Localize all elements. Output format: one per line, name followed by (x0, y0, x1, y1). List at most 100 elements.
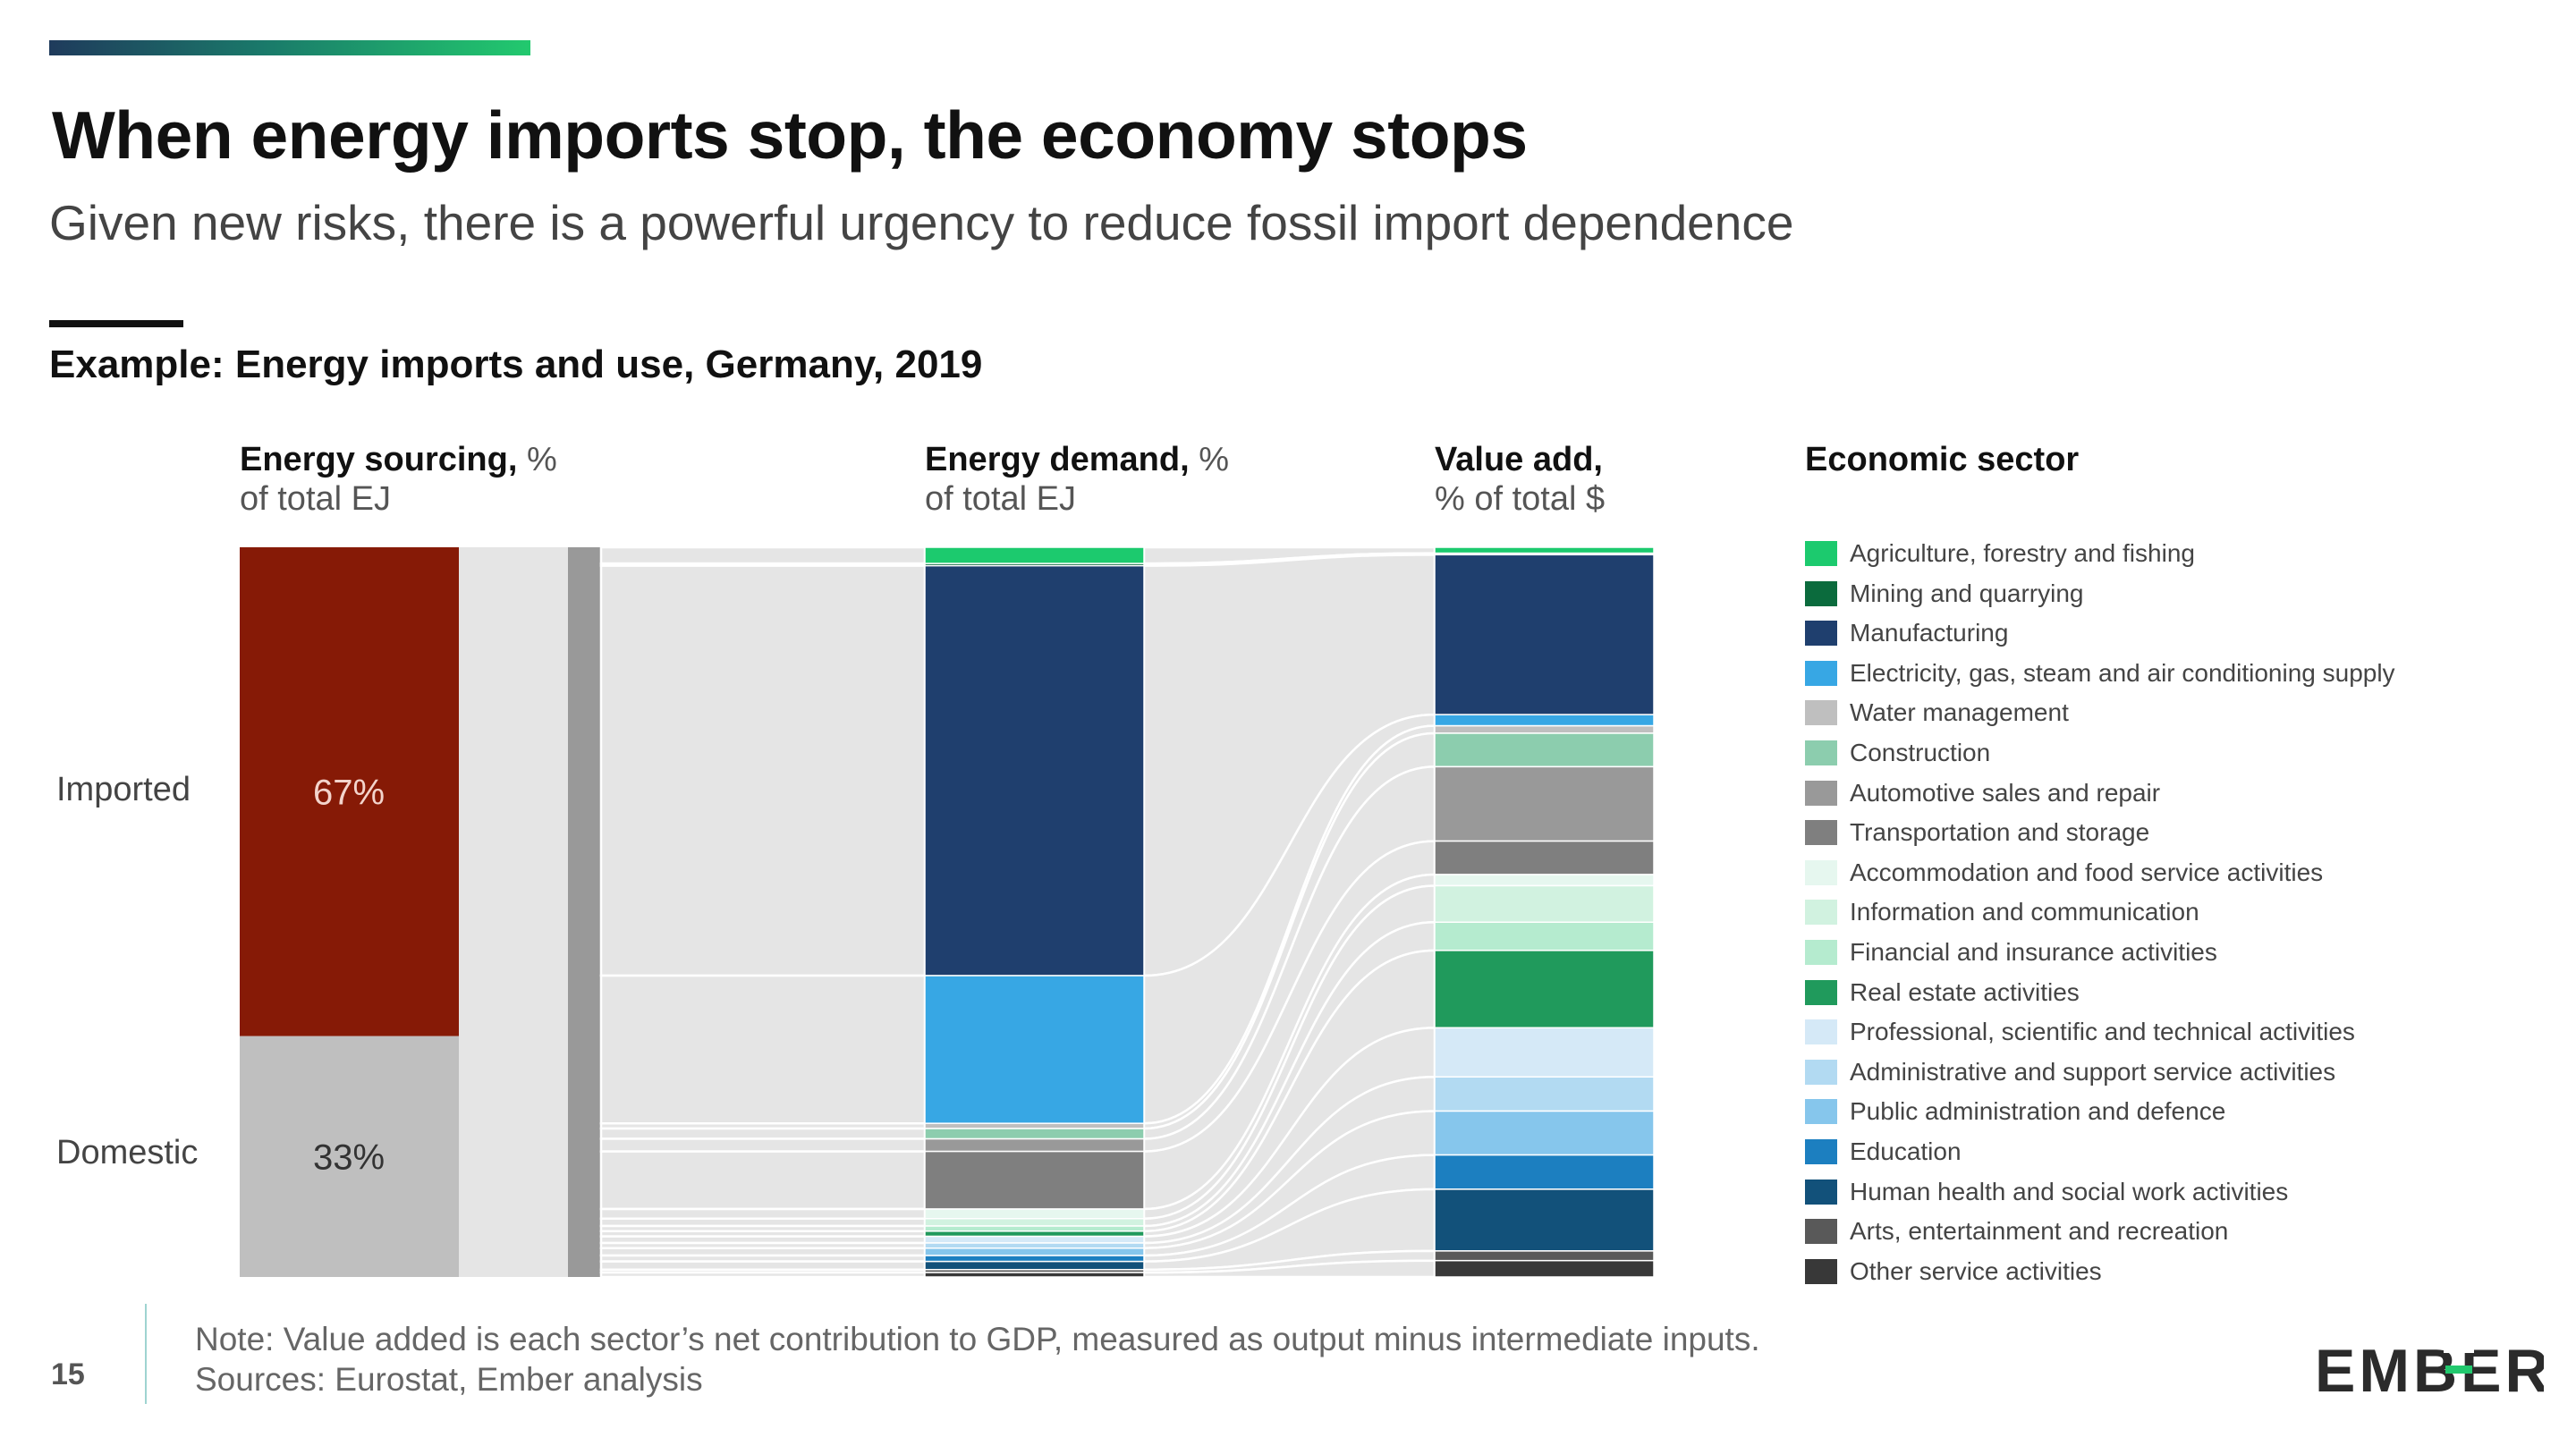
logo-text: EMBER (2315, 1338, 2544, 1402)
legend-item: Construction (1805, 739, 1991, 766)
legend-label: Financial and insurance activities (1850, 938, 2217, 966)
legend-label: Arts, entertainment and recreation (1850, 1217, 2229, 1246)
value-add-bar-segment-9 (1434, 884, 1655, 923)
demand-bar-segment-0 (924, 546, 1145, 564)
legend-item: Other service activities (1805, 1256, 2102, 1285)
legend-label: Education (1850, 1137, 1962, 1165)
legend-label: Water management (1850, 698, 2069, 727)
legend-item: Education (1805, 1137, 1962, 1165)
sourcing-data-label-imported: 67% (313, 773, 385, 812)
legend-item: Electricity, gas, steam and air conditio… (1805, 659, 2395, 687)
demand-bar-segment-7 (924, 1150, 1145, 1210)
flow-mix-to-demand-sector-2 (599, 564, 927, 977)
chart-title: Example: Energy imports and use, Germany… (49, 342, 983, 386)
flow-mix-to-demand-sector-7 (599, 1150, 927, 1211)
page-number: 15 (51, 1357, 85, 1391)
demand-bar-segment-2 (924, 564, 1145, 977)
flow-mix-to-demand-sector-16 (599, 1260, 927, 1271)
legend-swatch (1805, 1019, 1837, 1045)
legend-item: Accommodation and food service activitie… (1805, 858, 2323, 886)
legend-item: Information and communication (1805, 898, 2199, 926)
legend-swatch (1805, 1258, 1837, 1284)
value-add-header-bold: Value add, (1435, 441, 1603, 478)
flow-mix-to-demand-sector-8 (599, 1207, 927, 1221)
demand-bar-segment-5 (924, 1128, 1145, 1140)
legend-label: Information and communication (1850, 898, 2199, 926)
legend-swatch (1805, 979, 1837, 1005)
sector-header-bold: Economic sector (1805, 441, 2080, 478)
legend-item: Financial and insurance activities (1805, 938, 2217, 966)
legend-item: Administrative and support service activ… (1805, 1058, 2335, 1086)
legend-label: Real estate activities (1850, 977, 2080, 1006)
flow-mix-to-demand-sector-0 (599, 545, 927, 565)
legend-item: Human health and social work activities (1805, 1178, 2288, 1205)
value-add-bar-segment-5 (1434, 732, 1655, 768)
legend-label: Manufacturing (1850, 619, 2009, 647)
value-add-header-line2: % of total $ (1435, 480, 1606, 518)
legend-swatch (1805, 1219, 1837, 1245)
value-add-bar-segment-7 (1434, 840, 1655, 875)
sourcing-header-line2: of total EJ (240, 480, 391, 518)
demand-bar-segment-12 (924, 1235, 1145, 1244)
legend-label: Agriculture, forestry and fishing (1850, 539, 2195, 567)
value-add-bar-segment-8 (1434, 874, 1655, 887)
domestic-row-label: Domestic (56, 1134, 199, 1171)
legend-label: Construction (1850, 739, 1991, 766)
legend-label: Professional, scientific and technical a… (1850, 1018, 2355, 1046)
sourcing-column-header: Energy sourcing, % of total EJ (240, 440, 557, 519)
ember-logo: EMBER (2315, 1338, 2544, 1402)
title-divider (49, 320, 183, 327)
footnote: Note: Value added is each sector’s net c… (195, 1319, 1760, 1399)
logo-accent-bar (2445, 1366, 2472, 1374)
demand-bar-segment-15 (924, 1255, 1145, 1263)
value-add-bar-segment-4 (1434, 724, 1655, 734)
value-add-column-header: Value add, % of total $ (1435, 440, 1605, 519)
demand-column-header: Energy demand, % of total EJ (925, 440, 1229, 519)
legend-swatch (1805, 621, 1837, 647)
legend-swatch (1805, 900, 1837, 926)
legend-swatch (1805, 780, 1837, 806)
legend-label: Public administration and defence (1850, 1097, 2226, 1126)
legend-swatch (1805, 1139, 1837, 1164)
legend-item: Water management (1805, 698, 2069, 727)
legend-label: Other service activities (1850, 1256, 2102, 1285)
legend-item: Transportation and storage (1805, 818, 2150, 847)
sourcing-header-unit: % (517, 441, 557, 478)
demand-bar-segment-9 (924, 1218, 1145, 1227)
value-add-bar-segment-10 (1434, 921, 1655, 951)
demand-bar-segment-3 (924, 975, 1145, 1124)
page-title: When energy imports stop, the economy st… (52, 97, 1528, 173)
legend-item: Automotive sales and repair (1805, 778, 2161, 807)
value-add-bar-segment-12 (1434, 1027, 1655, 1078)
sourcing-bar-domestic (240, 1036, 459, 1277)
demand-bar-segment-8 (924, 1208, 1145, 1220)
demand-bar-segment-6 (924, 1137, 1145, 1153)
value-add-bar-segment-18 (1434, 1259, 1655, 1278)
legend-swatch (1805, 580, 1837, 606)
footer-divider (145, 1304, 147, 1404)
legend-swatch (1805, 1059, 1837, 1085)
mix-flow (459, 547, 568, 1277)
value-add-bar-segment-11 (1434, 950, 1655, 1029)
imported-row-label: Imported (56, 771, 191, 808)
legend-swatch (1805, 940, 1837, 965)
logo-accent-mask (2444, 1345, 2474, 1353)
sourcing-data-label-domestic: 33% (313, 1137, 385, 1177)
demand-bar-segment-10 (924, 1225, 1145, 1232)
legend-label: Mining and quarrying (1850, 579, 2084, 607)
legend-item: Mining and quarrying (1805, 579, 2084, 607)
sector-column-header: Economic sector (1805, 440, 2079, 479)
demand-bar-segment-13 (924, 1242, 1145, 1249)
footnote-note: Note: Value added is each sector’s net c… (195, 1321, 1760, 1357)
demand-bar-segment-11 (924, 1230, 1145, 1238)
value-add-bar-segment-17 (1434, 1250, 1655, 1262)
legend-swatch (1805, 859, 1837, 885)
value-add-bar-segment-6 (1434, 765, 1655, 842)
legend-label: Transportation and storage (1850, 818, 2150, 847)
demand-header-line2: of total EJ (925, 480, 1076, 518)
value-add-bar-segment-2 (1434, 554, 1655, 715)
sourcing-header-bold: Energy sourcing, (240, 441, 518, 478)
legend-swatch (1805, 660, 1837, 686)
legend-label: Automotive sales and repair (1850, 778, 2161, 807)
